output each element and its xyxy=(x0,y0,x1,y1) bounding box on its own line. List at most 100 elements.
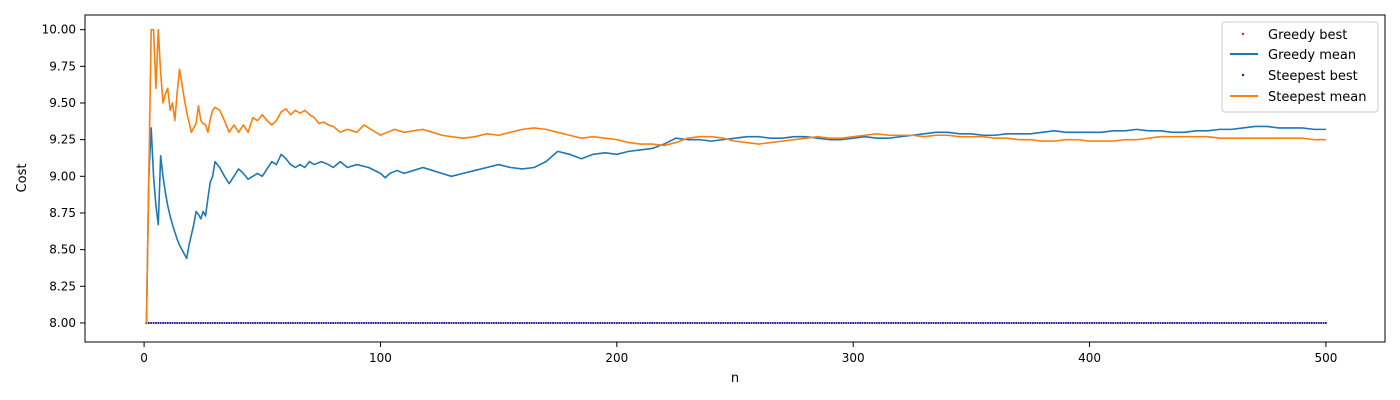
data-point xyxy=(289,321,292,324)
data-point xyxy=(490,321,493,324)
series-line-greedy-mean xyxy=(145,125,1326,323)
data-point xyxy=(1020,321,1022,324)
data-point xyxy=(1197,321,1200,324)
data-point xyxy=(474,321,476,324)
data-point xyxy=(1090,321,1093,324)
data-point xyxy=(1244,321,1247,324)
data-point xyxy=(1001,321,1004,324)
data-point xyxy=(755,321,758,324)
data-point xyxy=(994,321,996,324)
data-point xyxy=(665,321,668,324)
data-point xyxy=(388,321,391,324)
data-point xyxy=(1265,321,1268,324)
data-point xyxy=(320,321,323,324)
data-point xyxy=(521,321,524,324)
data-point xyxy=(611,321,614,324)
data-point xyxy=(745,321,748,324)
data-point xyxy=(381,321,384,324)
data-point xyxy=(826,321,829,324)
data-point xyxy=(169,321,172,324)
data-point xyxy=(1301,321,1304,324)
data-point xyxy=(218,321,221,324)
data-point xyxy=(764,321,767,324)
data-point xyxy=(1223,321,1226,324)
data-point xyxy=(1303,321,1306,324)
data-point xyxy=(292,321,294,324)
data-point xyxy=(374,321,377,324)
data-point xyxy=(847,321,850,324)
data-point xyxy=(244,321,247,324)
data-point xyxy=(703,321,706,324)
data-point xyxy=(743,321,746,324)
data-point xyxy=(481,321,484,324)
data-point xyxy=(838,321,840,324)
data-point xyxy=(1046,321,1048,324)
data-point xyxy=(911,321,914,324)
data-point xyxy=(1081,321,1084,324)
y-tick-label: 8.75 xyxy=(49,206,76,220)
data-point xyxy=(918,321,921,324)
x-tick-label: 0 xyxy=(140,351,148,365)
data-point xyxy=(407,321,410,324)
data-point xyxy=(1022,321,1025,324)
data-point xyxy=(277,321,280,324)
data-point xyxy=(651,321,654,324)
data-point xyxy=(232,321,235,324)
data-point xyxy=(734,321,736,324)
data-point xyxy=(386,321,389,324)
y-tick-label: 8.50 xyxy=(49,243,76,257)
data-point xyxy=(1199,321,1202,324)
data-point xyxy=(878,321,881,324)
data-point xyxy=(920,321,923,324)
data-point xyxy=(353,321,356,324)
data-point xyxy=(596,321,599,324)
y-tick-label: 10.00 xyxy=(42,23,76,37)
data-point xyxy=(348,321,351,324)
data-point xyxy=(622,321,625,324)
legend-entry-greedy-mean: Greedy mean xyxy=(1230,48,1356,63)
data-point xyxy=(303,321,306,324)
y-tick-label: 9.25 xyxy=(49,133,76,147)
data-point xyxy=(1100,321,1103,324)
data-point xyxy=(705,321,708,324)
data-point xyxy=(537,321,540,324)
data-point xyxy=(306,321,309,324)
data-point xyxy=(372,321,375,324)
data-point xyxy=(341,321,344,324)
y-tick-label: 9.00 xyxy=(49,169,76,183)
data-point xyxy=(426,321,429,324)
data-point xyxy=(710,321,713,324)
data-point xyxy=(641,321,644,324)
data-point xyxy=(587,321,590,324)
data-point xyxy=(1116,321,1119,324)
data-point xyxy=(1251,321,1254,324)
data-point xyxy=(478,321,481,324)
data-point xyxy=(1031,321,1034,324)
data-point xyxy=(1119,321,1122,324)
data-point xyxy=(287,321,290,324)
data-point xyxy=(275,321,278,324)
data-point xyxy=(339,321,342,324)
data-point xyxy=(667,321,670,324)
data-point xyxy=(296,321,299,324)
data-point xyxy=(1254,321,1256,324)
data-point xyxy=(679,321,682,324)
data-point xyxy=(237,321,240,324)
data-point xyxy=(400,321,403,324)
data-point xyxy=(469,321,472,324)
data-point xyxy=(559,321,562,324)
data-point xyxy=(471,321,474,324)
data-point xyxy=(166,321,169,324)
data-point xyxy=(672,321,675,324)
data-point xyxy=(1057,321,1060,324)
data-point xyxy=(1105,321,1108,324)
data-point xyxy=(251,321,254,324)
data-point xyxy=(509,321,512,324)
data-point xyxy=(443,321,446,324)
data-point xyxy=(797,321,800,324)
data-point xyxy=(833,321,836,324)
data-point xyxy=(960,321,963,324)
data-point xyxy=(358,321,361,324)
data-point xyxy=(516,321,519,324)
y-axis: 8.00 8.25 8.50 8.75 9.00 9.25 9.50 9.75 10.00 xyxy=(42,23,85,330)
